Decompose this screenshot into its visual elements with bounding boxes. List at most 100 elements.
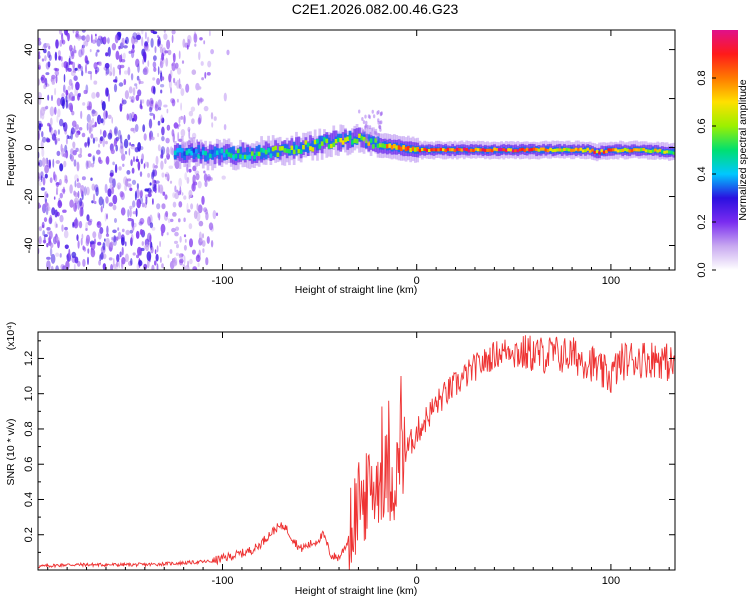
ridge-cell xyxy=(192,148,196,153)
snr-data xyxy=(38,335,675,570)
noise-blob xyxy=(109,169,114,177)
ridge-cell xyxy=(250,149,254,164)
noise-blob xyxy=(147,192,152,198)
noise-blob xyxy=(65,30,68,37)
noise-blob xyxy=(160,160,164,170)
noise-blob xyxy=(150,246,154,254)
noise-blob xyxy=(171,62,176,72)
noise-blob xyxy=(197,117,201,125)
noise-blob xyxy=(168,165,174,169)
noise-blob xyxy=(129,142,131,146)
ridge-cell xyxy=(476,148,480,152)
ridge-cell xyxy=(453,148,457,152)
noise-blob xyxy=(72,150,77,156)
noise-blob xyxy=(123,78,127,86)
ridge-cell xyxy=(269,153,273,158)
noise-blob xyxy=(174,185,177,193)
noise-blob xyxy=(201,195,205,205)
noise-blob xyxy=(169,180,173,184)
ridge-cell xyxy=(586,147,590,151)
snr-y-tick-label: 0.2 xyxy=(23,527,35,542)
noise-blob xyxy=(89,49,92,53)
noise-blob xyxy=(126,113,130,121)
ridge-cell xyxy=(621,148,625,152)
noise-blob xyxy=(94,137,98,142)
noise-blob xyxy=(59,118,64,127)
noise-blob xyxy=(142,124,146,133)
noise-blob xyxy=(141,99,145,104)
noise-blob xyxy=(123,138,129,149)
noise-blob xyxy=(38,40,42,46)
noise-blob xyxy=(187,126,191,132)
noise-blob xyxy=(185,83,190,93)
noise-blob xyxy=(166,124,171,131)
noise-blob xyxy=(131,179,137,185)
noise-blob xyxy=(199,98,204,102)
noise-blob xyxy=(157,66,160,76)
noise-blob xyxy=(127,209,130,218)
ridge-cell xyxy=(362,131,366,140)
noise-blob xyxy=(114,218,117,223)
noise-blob xyxy=(188,110,194,117)
noise-blob xyxy=(183,217,186,223)
ridge-cell xyxy=(278,146,282,151)
noise-blob xyxy=(161,126,165,136)
ridge-cell xyxy=(493,148,496,154)
noise-blob xyxy=(183,114,186,125)
noise-blob xyxy=(97,241,102,246)
noise-blob xyxy=(73,190,76,196)
ridge-cell xyxy=(229,153,233,158)
noise-blob xyxy=(78,64,82,69)
ridge-cell xyxy=(318,136,322,145)
noise-blob xyxy=(188,168,192,173)
noise-blob xyxy=(156,263,159,270)
noise-blob xyxy=(187,34,192,44)
noise-blob xyxy=(195,210,200,215)
noise-blob xyxy=(59,39,63,47)
noise-blob xyxy=(105,196,109,204)
noise-blob xyxy=(131,95,135,104)
ridge-cell xyxy=(229,147,233,155)
ridge-cell xyxy=(593,150,597,154)
noise-blob xyxy=(88,101,93,111)
noise-blob xyxy=(83,246,87,252)
noise-blob xyxy=(198,51,201,61)
ridge-cell xyxy=(341,132,345,147)
noise-blob xyxy=(42,239,47,244)
noise-blob xyxy=(143,66,149,75)
noise-blob xyxy=(54,70,59,76)
noise-blob xyxy=(144,31,147,40)
noise-blob xyxy=(116,261,119,268)
noise-blob xyxy=(45,62,50,70)
noise-blob xyxy=(203,170,206,174)
noise-blob xyxy=(130,237,133,247)
ridge-cell xyxy=(600,149,604,153)
noise-blob xyxy=(86,214,90,222)
noise-blob xyxy=(211,122,214,128)
colorbar: 0.0 0.2 0.4 0.6 0.8 Normalized spectral ampl… xyxy=(696,30,749,278)
colorbar-axis: 0.0 0.2 0.4 0.6 0.8 xyxy=(696,70,716,278)
noise-blob xyxy=(176,79,180,89)
ridge-cell xyxy=(607,148,611,152)
noise-blob xyxy=(153,55,157,61)
ridge-cell xyxy=(619,149,622,153)
noise-blob xyxy=(175,252,179,256)
noise-blob xyxy=(179,190,182,194)
noise-blob xyxy=(115,262,118,270)
noise-blob xyxy=(132,87,136,96)
ridge-cell xyxy=(360,135,364,141)
ridge-cell xyxy=(495,148,499,152)
ridge-cell xyxy=(232,146,235,155)
ridge-cell xyxy=(490,149,494,153)
noise-blob xyxy=(76,161,80,172)
ridge-cell xyxy=(572,148,576,152)
spectrogram-y-label: Frequency (Hz) xyxy=(5,114,17,186)
ridge-cell xyxy=(311,140,315,149)
noise-blob xyxy=(137,161,141,171)
noise-blob xyxy=(50,253,56,264)
noise-blob xyxy=(55,74,58,84)
noise-blob xyxy=(100,36,104,45)
noise-blob xyxy=(80,184,85,195)
ridge-cell xyxy=(281,146,284,151)
ridge-cell xyxy=(383,144,387,149)
